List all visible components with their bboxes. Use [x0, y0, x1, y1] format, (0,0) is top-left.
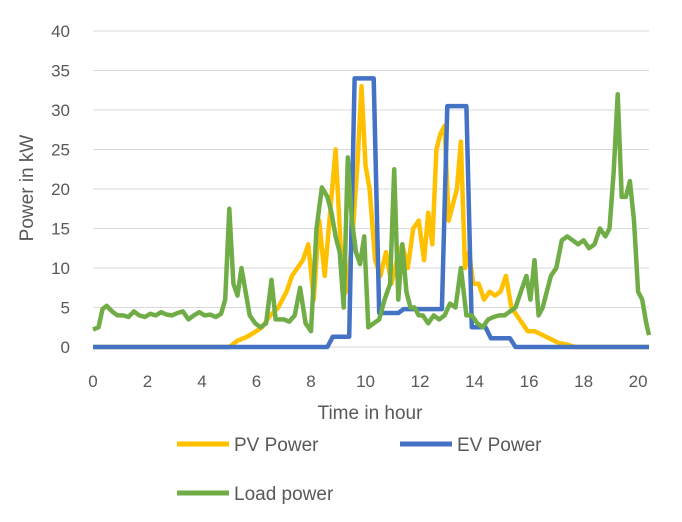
x-tick-label: 4: [197, 372, 206, 391]
series-line-ev-power: [93, 76, 649, 350]
legend-label-load-power: Load power: [234, 484, 334, 505]
legend-label-pv-power: PV Power: [234, 435, 319, 456]
y-tick-label: 15: [51, 220, 70, 239]
y-tick-label: 40: [51, 22, 70, 41]
x-tick-label: 12: [411, 372, 430, 391]
x-tick-label: 16: [520, 372, 539, 391]
series-line-pv-power: [93, 84, 649, 350]
x-axis-title: Time in hour: [318, 403, 424, 424]
y-tick-label: 20: [51, 180, 70, 199]
x-tick-label: 20: [629, 372, 648, 391]
y-tick-label: 5: [61, 299, 70, 318]
legend-label-ev-power: EV Power: [457, 435, 542, 456]
x-axis-ticks: 0 2 4 6 8 10 12 14 16 18 20: [88, 372, 647, 391]
x-tick-label: 2: [143, 372, 152, 391]
x-tick-label: 10: [356, 372, 375, 391]
x-tick-label: 18: [574, 372, 593, 391]
y-axis-ticks: 0 5 10 15 20 25 30 35 40: [51, 22, 70, 357]
y-axis-title: Power in kW: [17, 135, 38, 242]
y-tick-label: 10: [51, 259, 70, 278]
y-tick-label: 0: [61, 338, 70, 357]
y-tick-label: 25: [51, 141, 70, 160]
x-tick-label: 8: [306, 372, 315, 391]
x-tick-label: 6: [252, 372, 261, 391]
x-tick-label: 14: [465, 372, 484, 391]
y-tick-label: 35: [51, 62, 70, 81]
x-tick-label: 0: [88, 372, 97, 391]
plot-area: [92, 76, 652, 350]
y-tick-label: 30: [51, 101, 70, 120]
legend: PV Power EV Power Load power: [177, 435, 542, 505]
series-line-load-power: [92, 91, 652, 336]
